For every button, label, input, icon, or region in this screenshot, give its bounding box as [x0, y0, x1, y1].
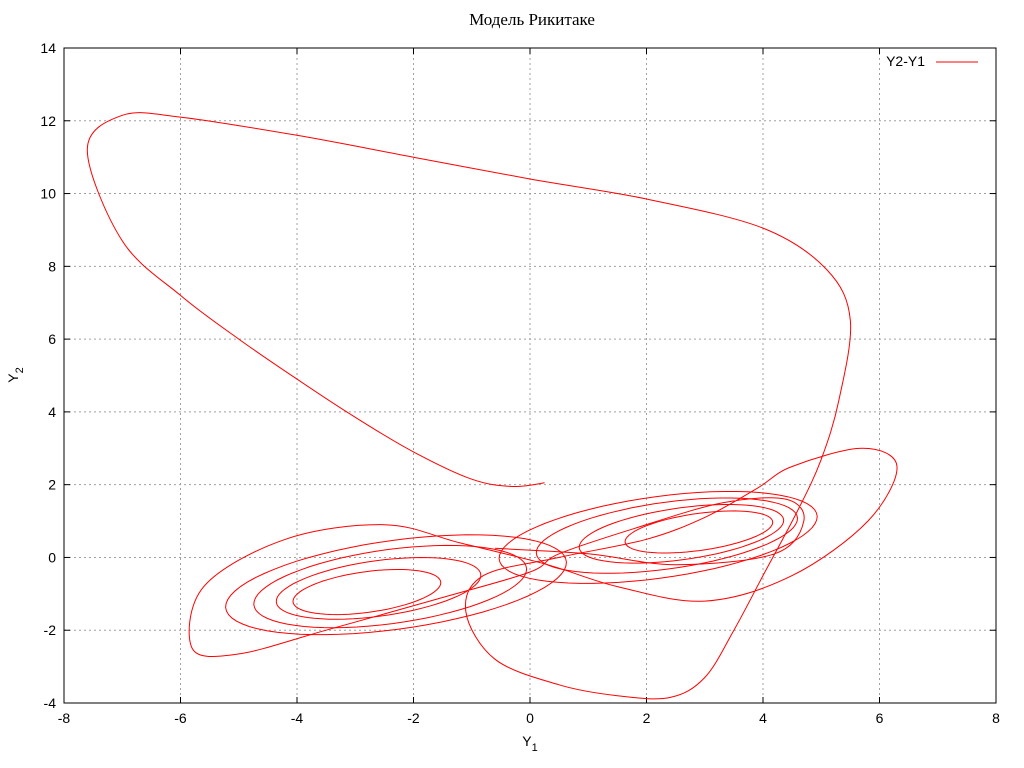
- x-tick-label: -2: [407, 710, 420, 726]
- attractor-loop: [578, 504, 785, 564]
- y-tick-label: 14: [40, 40, 56, 56]
- attractor-loop: [498, 491, 818, 584]
- y-tick-label: 12: [40, 113, 56, 129]
- x-tick-label: 8: [992, 710, 1000, 726]
- y-tick-label: -2: [44, 622, 57, 638]
- legend: Y2-Y1: [886, 53, 978, 69]
- attractor-loop: [225, 534, 567, 636]
- x-axis-label: Y1: [522, 733, 537, 754]
- x-tick-label: 2: [643, 710, 651, 726]
- x-tick-label: 6: [876, 710, 884, 726]
- chart-title: Модель Рикитаке: [469, 10, 595, 29]
- axes: -8 -6 -4 -2 0 2 4 6 8 -4 -2 0 2 4 6 8 10 12 14: [40, 40, 1000, 726]
- y-axis-label: Y2: [5, 367, 26, 382]
- y-tick-label: 10: [40, 186, 56, 202]
- series-layer: [86, 112, 898, 700]
- x-tick-label: 4: [759, 710, 767, 726]
- grid: [64, 48, 996, 703]
- trajectory-path: [86, 112, 898, 700]
- attractor-loop: [292, 569, 442, 616]
- x-tick-label: -8: [58, 710, 71, 726]
- attractor-loop: [253, 544, 528, 629]
- attractor-loop: [535, 497, 799, 574]
- y-tick-label: -4: [44, 695, 57, 711]
- plot-frame: [63, 47, 997, 704]
- y-tick-label: 6: [48, 331, 56, 347]
- attractor-loop: [275, 556, 482, 620]
- y-tick-label: 8: [48, 258, 56, 274]
- y-tick-label: 0: [48, 549, 56, 565]
- legend-label: Y2-Y1: [886, 53, 925, 69]
- y-tick-label: 4: [48, 404, 56, 420]
- x-tick-label: 0: [526, 710, 534, 726]
- x-tick-label: -4: [291, 710, 304, 726]
- y-tick-label: 2: [48, 477, 56, 493]
- attractor-loop: [624, 510, 774, 554]
- x-tick-label: -6: [174, 710, 187, 726]
